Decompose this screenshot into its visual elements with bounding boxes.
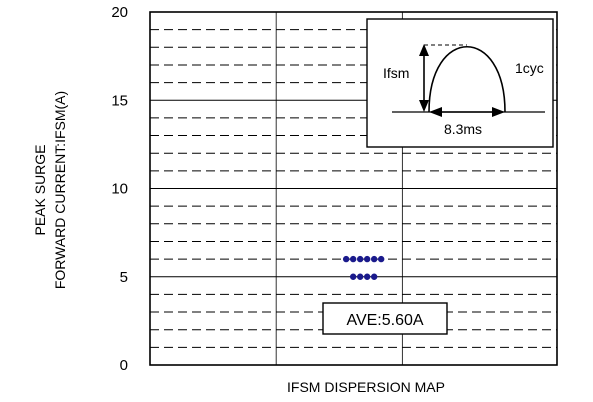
y-tick-label: 10 xyxy=(111,181,128,198)
inset-box xyxy=(366,18,554,148)
y-tick-label: 15 xyxy=(111,92,128,109)
plot-frame xyxy=(149,11,558,366)
y-axis-title-line2: FORWARD CURRENT:IFSM(A) xyxy=(52,91,68,289)
data-points xyxy=(342,255,385,280)
y-tick-labels: 0 5 10 15 20 xyxy=(111,4,128,374)
data-point xyxy=(377,255,385,263)
y-tick-label: 5 xyxy=(120,269,128,286)
time-arrow-left xyxy=(429,107,442,117)
data-point xyxy=(370,273,378,280)
cycle-label: 1cyc xyxy=(515,60,544,76)
surge-waveform-inset: Ifsm 1cyc 8.3ms xyxy=(366,18,554,148)
y-axis-title-line1: PEAK SURGE xyxy=(32,144,48,235)
average-box xyxy=(322,302,448,335)
y-tick-label: 20 xyxy=(111,4,128,21)
time-label: 8.3ms xyxy=(444,121,482,137)
data-point xyxy=(356,273,364,280)
data-point xyxy=(349,255,357,263)
data-point xyxy=(370,255,378,263)
data-point xyxy=(363,255,371,263)
data-point xyxy=(363,273,371,280)
ifsm-arrow-down xyxy=(419,100,429,112)
data-point xyxy=(342,255,350,263)
y-tick-label: 0 xyxy=(120,357,128,374)
half-sine-curve xyxy=(428,45,506,113)
x-axis-title: IFSM DISPERSION MAP xyxy=(287,379,445,395)
data-point xyxy=(349,273,357,280)
average-label: AVE:5.60A xyxy=(346,312,423,329)
data-point xyxy=(356,255,364,263)
ifsm-label: Ifsm xyxy=(383,65,409,81)
ifsm-arrow-up xyxy=(419,44,429,56)
average-annotation: AVE:5.60A xyxy=(322,302,448,335)
time-arrow-right xyxy=(492,107,505,117)
